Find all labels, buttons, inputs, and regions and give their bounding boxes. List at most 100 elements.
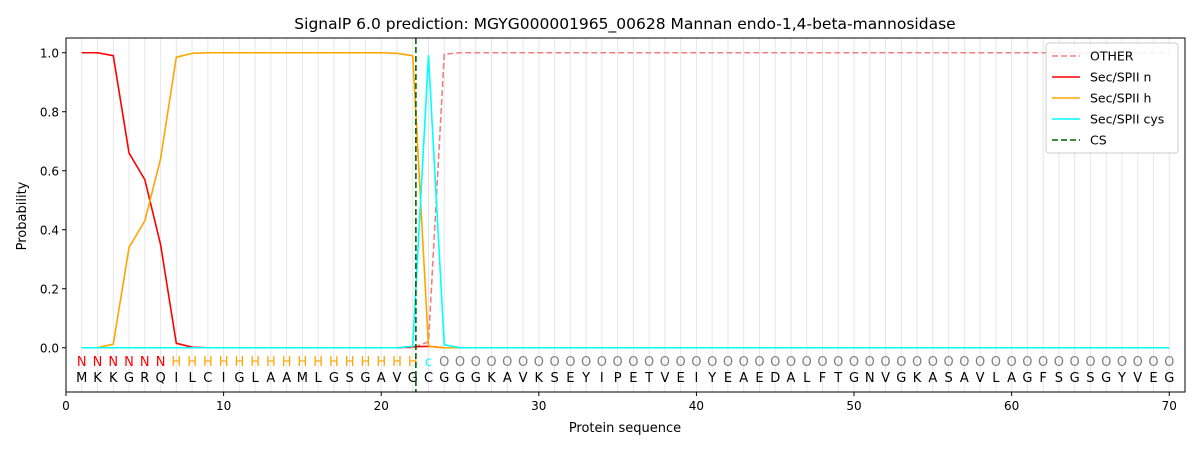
x-tick-label: 10 — [216, 399, 231, 413]
residue-letter: G — [439, 371, 449, 386]
legend-label: CS — [1090, 133, 1107, 148]
residue-region-label: H — [361, 355, 371, 370]
legend-label: Sec/SPII n — [1090, 70, 1151, 85]
residue-letter: I — [174, 371, 178, 386]
residue-letter: K — [487, 371, 496, 386]
residue-letter: I — [222, 371, 226, 386]
residue-region-label: N — [140, 355, 150, 370]
residue-letter: G — [1070, 371, 1080, 386]
residue-region-label: O — [1007, 355, 1017, 370]
residue-region-label: O — [786, 355, 796, 370]
residue-region-label: N — [108, 355, 118, 370]
residue-letter: C — [424, 371, 433, 386]
series-lines — [81, 38, 1170, 392]
residue-letter: G — [849, 371, 859, 386]
residue-letter: G — [408, 371, 418, 386]
residue-letter: G — [329, 371, 339, 386]
residue-letter: P — [614, 371, 622, 386]
residue-region-label: O — [707, 355, 717, 370]
residue-region-label: O — [880, 355, 890, 370]
residue-letter: Q — [155, 371, 165, 386]
residue-region-label: H — [203, 355, 213, 370]
residue-region-label: O — [1038, 355, 1048, 370]
residue-region-label: O — [644, 355, 654, 370]
residue-letter: E — [755, 371, 763, 386]
legend-label: Sec/SPII cys — [1090, 112, 1164, 127]
residue-letter: L — [803, 371, 811, 386]
residue-region-label: O — [754, 355, 764, 370]
y-tick-label: 1.0 — [40, 46, 59, 60]
residue-region-label: O — [1101, 355, 1111, 370]
residue-letter: S — [346, 371, 354, 386]
y-tick-label: 0.0 — [40, 341, 59, 355]
residue-labels: MNKNKNGNRNQNIHLHCHIHGHLHAHAHMHLHGHSHGHAH… — [76, 355, 1174, 386]
residue-letter: M — [76, 371, 87, 386]
residue-letter: A — [960, 371, 969, 386]
residue-region-label: O — [912, 355, 922, 370]
residue-letter: A — [377, 371, 386, 386]
residue-letter: D — [770, 371, 780, 386]
y-tick-label: 0.4 — [40, 223, 59, 237]
residue-letter: S — [550, 371, 558, 386]
residue-region-label: O — [1164, 355, 1174, 370]
residue-region-label: O — [1054, 355, 1064, 370]
residue-region-label: O — [518, 355, 528, 370]
residue-region-label: H — [234, 355, 244, 370]
residue-letter: F — [1039, 371, 1046, 386]
residue-letter: V — [1133, 371, 1142, 386]
chart-title: SignalP 6.0 prediction: MGYG000001965_00… — [294, 15, 955, 34]
residue-letter: G — [360, 371, 370, 386]
residue-region-label: N — [77, 355, 87, 370]
residue-region-label: O — [565, 355, 575, 370]
residue-region-label: O — [455, 355, 465, 370]
residue-letter: V — [976, 371, 985, 386]
residue-letter: E — [629, 371, 637, 386]
residue-region-label: N — [156, 355, 166, 370]
residue-region-label: H — [329, 355, 339, 370]
x-tick-label: 20 — [374, 399, 389, 413]
residue-region-label: H — [345, 355, 355, 370]
residue-region-label: H — [392, 355, 402, 370]
residue-region-label: N — [124, 355, 134, 370]
residue-region-label: H — [250, 355, 260, 370]
residue-region-label: O — [770, 355, 780, 370]
residue-letter: L — [992, 371, 1000, 386]
residue-letter: G — [1101, 371, 1111, 386]
residue-letter: S — [944, 371, 952, 386]
residue-letter: L — [315, 371, 323, 386]
residue-region-label: O — [975, 355, 985, 370]
residue-region-label: O — [581, 355, 591, 370]
residue-region-label: H — [298, 355, 308, 370]
residue-letter: A — [787, 371, 796, 386]
residue-letter: E — [1149, 371, 1157, 386]
residue-region-label: O — [1117, 355, 1127, 370]
residue-letter: G — [896, 371, 906, 386]
residue-region-label: O — [471, 355, 481, 370]
y-tick-label: 0.6 — [40, 164, 59, 178]
residue-region-label: O — [865, 355, 875, 370]
x-tick-label: 60 — [1004, 399, 1019, 413]
y-axis-label: Probability — [15, 181, 30, 250]
residue-region-label: O — [1085, 355, 1095, 370]
y-tick-label: 0.8 — [40, 105, 59, 119]
residue-letter: K — [93, 371, 102, 386]
residue-letter: A — [503, 371, 512, 386]
residue-letter: V — [519, 371, 528, 386]
residue-region-label: O — [1148, 355, 1158, 370]
residue-region-label: O — [833, 355, 843, 370]
residue-region-label: O — [943, 355, 953, 370]
residue-region-label: O — [549, 355, 559, 370]
residue-letter: R — [140, 371, 149, 386]
residue-letter: L — [252, 371, 260, 386]
residue-region-label: O — [439, 355, 449, 370]
residue-region-label: O — [817, 355, 827, 370]
x-tick-label: 40 — [689, 399, 704, 413]
residue-letter: Y — [1117, 371, 1126, 386]
residue-region-label: H — [171, 355, 181, 370]
residue-region-label: O — [597, 355, 607, 370]
x-axis-label: Protein sequence — [569, 421, 681, 436]
legend-box — [1045, 42, 1179, 154]
axes: 0 10 20 30 40 50 60 70 0.0 0.2 0.4 0.6 0.8 1.0 — [40, 37, 1186, 413]
residue-region-label: O — [1070, 355, 1080, 370]
